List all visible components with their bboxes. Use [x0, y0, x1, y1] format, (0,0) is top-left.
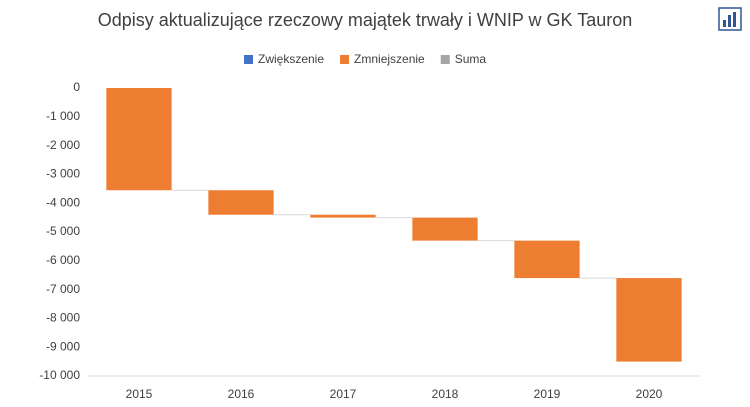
- chart-title: Odpisy aktualizujące rzeczowy majątek tr…: [98, 10, 633, 30]
- y-tick-label: -4 000: [46, 195, 80, 209]
- bar: [106, 88, 172, 191]
- legend-swatch: [340, 55, 350, 64]
- y-tick-label: -9 000: [46, 339, 80, 353]
- legend-label: Zwiększenie: [258, 52, 324, 66]
- x-tick-label: 2019: [534, 387, 561, 401]
- y-tick-label: -6 000: [46, 253, 80, 267]
- y-tick-label: -1 000: [46, 109, 80, 123]
- x-tick-label: 2020: [636, 387, 663, 401]
- bar: [208, 190, 274, 215]
- x-tick-label: 2015: [126, 387, 153, 401]
- bar: [514, 240, 580, 279]
- bar: [412, 217, 478, 241]
- legend-label: Zmniejszenie: [354, 52, 425, 66]
- x-tick-label: 2017: [330, 387, 357, 401]
- y-tick-label: -5 000: [46, 224, 80, 238]
- y-tick-label: 0: [73, 80, 80, 94]
- y-tick-label: -7 000: [46, 282, 80, 296]
- legend-swatch: [244, 55, 253, 64]
- y-tick-label: -8 000: [46, 311, 80, 325]
- bar: [616, 278, 682, 362]
- bar: [310, 214, 376, 218]
- legend-label: Suma: [455, 52, 487, 66]
- legend-swatch: [440, 55, 450, 64]
- y-tick-label: -2 000: [46, 138, 80, 152]
- chart-icon: [718, 7, 742, 31]
- x-tick-label: 2016: [228, 387, 255, 401]
- y-tick-label: -10 000: [39, 368, 80, 382]
- y-tick-label: -3 000: [46, 167, 80, 181]
- x-tick-label: 2018: [432, 387, 459, 401]
